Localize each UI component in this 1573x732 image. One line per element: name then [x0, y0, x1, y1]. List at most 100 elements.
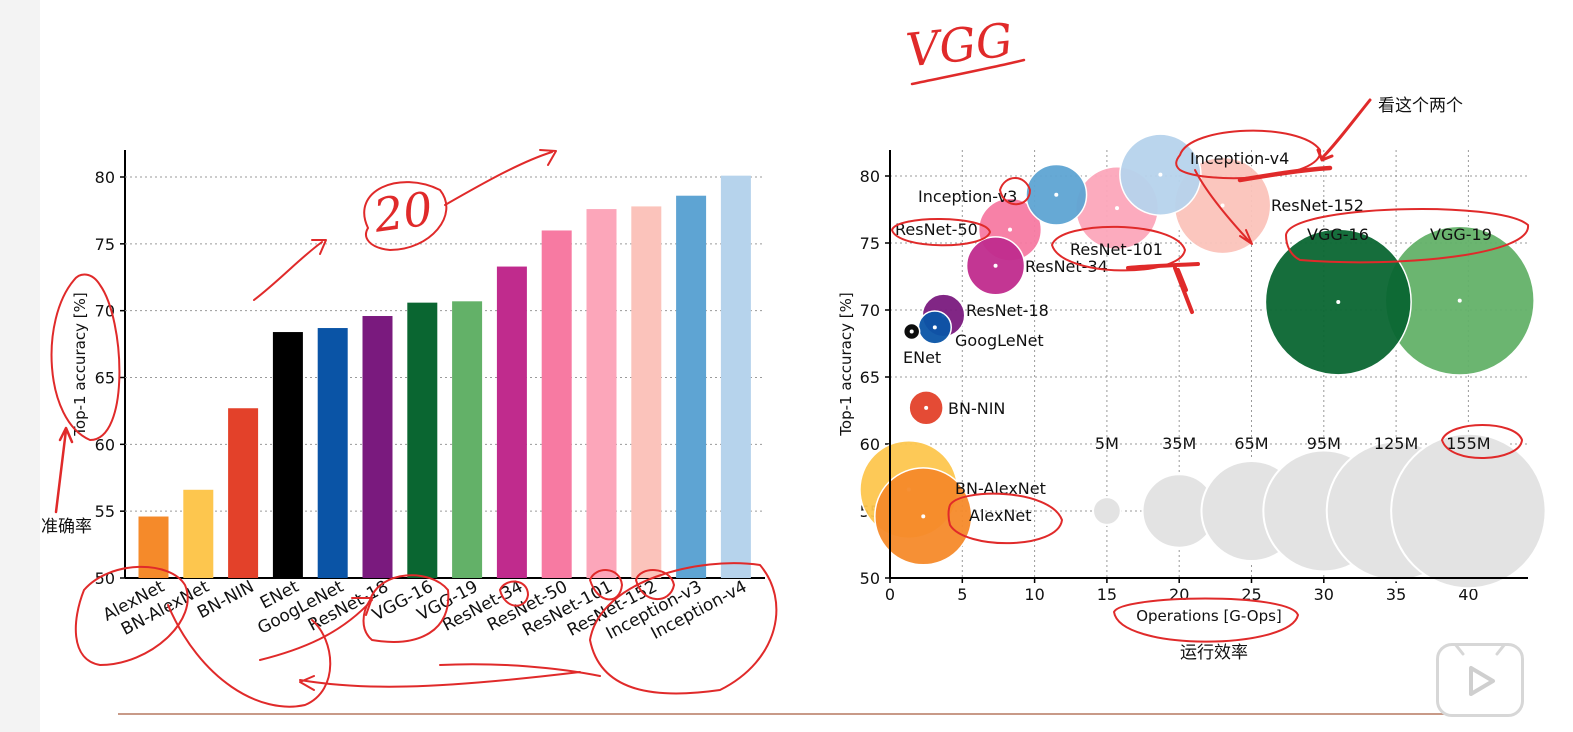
- annotation-ink-stroke: [1237, 165, 1333, 183]
- bubble-y-tick-label: 70: [860, 301, 880, 320]
- annotation-ink-stroke: [947, 492, 1063, 545]
- bubble-x-tick-label: 0: [885, 585, 895, 604]
- annotation-ink-stroke: [167, 604, 332, 708]
- twenty-handwritten-note: 20: [370, 181, 437, 243]
- annotation-ink-stroke: [363, 181, 448, 251]
- bubble-label-resnet-50: ResNet-50: [895, 220, 978, 239]
- bar-resnet-152: [631, 206, 662, 578]
- size-legend-label: 155M: [1446, 434, 1490, 453]
- annotation-ink-stroke: [910, 58, 1026, 86]
- bubble-center-dot: [1115, 206, 1120, 211]
- slide-divider-line: [118, 713, 1503, 715]
- bubble-label-resnet-101: ResNet-101: [1070, 240, 1163, 259]
- bubble-label-resnet-34: ResNet-34: [1025, 257, 1108, 276]
- annotation-ink-stroke: [1194, 169, 1253, 245]
- annotation-ink-stroke: [1051, 225, 1186, 272]
- bubble-y-tick-label: 65: [860, 368, 880, 387]
- bubble-label-bn-nin: BN-NIN: [948, 399, 1005, 418]
- bubble-center-dot: [1158, 172, 1163, 177]
- bubble-label-enet: ENet: [903, 348, 941, 367]
- bubble-x-tick-label: 30: [1314, 585, 1334, 604]
- bubble-label-bn-alexnet: BN-AlexNet: [955, 479, 1046, 498]
- bubble-label-inception-v3: Inception-v3: [918, 187, 1017, 206]
- bubble-center-dot: [1008, 227, 1013, 232]
- bar-y-tick-label: 50: [95, 569, 115, 588]
- bubble-label-vgg-16: VGG-16: [1307, 225, 1369, 244]
- bubble-x-tick-label: 5: [957, 585, 967, 604]
- bar-resnet-101: [586, 209, 617, 578]
- bar-y-axis-label: Top-1 accuracy [%]: [71, 292, 89, 436]
- bubble-x-tick-label: 10: [1024, 585, 1044, 604]
- bubble-label-googlenet: GoogLeNet: [955, 331, 1044, 350]
- annotation-ink-stroke: [1126, 262, 1200, 270]
- bar-y-tick-label: 65: [95, 369, 115, 388]
- bubble-y-axis-label: Top-1 accuracy [%]: [837, 292, 855, 436]
- annotation-ink-stroke: [439, 663, 601, 677]
- annotation-ink-stroke: [589, 562, 778, 695]
- annotation-ink-stroke: [589, 569, 623, 601]
- size-legend-label: 125M: [1374, 434, 1418, 453]
- bar-googlenet: [317, 328, 348, 578]
- bar-inception-v3: [676, 195, 707, 579]
- size-legend-bubble-5m: [1092, 496, 1122, 526]
- annotation-ink-stroke: [891, 218, 991, 247]
- bubble-y-tick-label: 60: [860, 435, 880, 454]
- bubble-x-tick-label: 20: [1169, 585, 1189, 604]
- bubble-center-dot: [932, 325, 937, 330]
- bubble-label-inception-v4: Inception-v4: [1190, 149, 1289, 168]
- bubble-center-dot: [924, 405, 929, 410]
- bubble-center-dot: [993, 263, 998, 268]
- bar-resnet-34: [496, 266, 527, 578]
- bar-alexnet: [138, 516, 169, 578]
- bubble-label-resnet-18: ResNet-18: [966, 301, 1049, 320]
- bar-y-tick-label: 80: [95, 168, 115, 187]
- bubble-y-tick-label: 75: [860, 234, 880, 253]
- size-legend-label: 65M: [1234, 434, 1268, 453]
- annotation-ink-stroke: [999, 177, 1031, 206]
- bubble-center-dot: [1336, 299, 1341, 304]
- bar-inception-v4: [720, 175, 751, 578]
- annotation-ink-stroke: [1316, 98, 1372, 162]
- bubble-x-tick-label: 15: [1097, 585, 1117, 604]
- bubble-label-resnet-152: ResNet-152: [1271, 196, 1364, 215]
- bar-bn-alexnet: [183, 489, 214, 578]
- annotation-ink-stroke: [635, 569, 675, 601]
- bubble-center-dot: [921, 514, 926, 519]
- bar-resnet-50: [541, 230, 572, 578]
- size-legend-label: 35M: [1162, 434, 1196, 453]
- bubble-center-dot: [909, 329, 914, 334]
- size-legend-label: 5M: [1095, 434, 1119, 453]
- bar-bn-nin: [228, 408, 259, 578]
- annotation-ink-stroke: [1441, 424, 1523, 459]
- bubble-center-dot: [1220, 203, 1225, 208]
- annotation-ink-stroke: [499, 580, 529, 607]
- look-at-these-two-note: 看这个两个: [1378, 96, 1463, 116]
- annotation-ink-stroke: [1285, 208, 1530, 264]
- bar-vgg-19: [452, 301, 483, 578]
- play-button[interactable]: [1436, 643, 1524, 717]
- annotation-ink-stroke: [54, 426, 74, 514]
- accuracy-cn-note: 准确率: [41, 517, 92, 537]
- size-legend-label: 95M: [1307, 434, 1341, 453]
- bubble-label-alexnet: AlexNet: [969, 506, 1032, 525]
- bar-resnet-18: [362, 316, 393, 578]
- annotation-ink-stroke: [50, 273, 121, 441]
- bar-enet: [272, 332, 303, 578]
- bubble-center-dot: [1054, 192, 1059, 197]
- bubble-x-tick-label: 35: [1386, 585, 1406, 604]
- annotation-ink-stroke: [259, 597, 373, 661]
- annotation-ink-stroke: [299, 671, 581, 691]
- size-legend-bubble-155m: [1390, 432, 1547, 590]
- bubble-y-tick-label: 80: [860, 167, 880, 186]
- vgg-handwritten-note: VGG: [903, 12, 1016, 78]
- efficiency-cn-note: 运行效率: [1180, 643, 1248, 663]
- bubble-label-vgg-19: VGG-19: [1430, 225, 1492, 244]
- annotation-ink-stroke: [1113, 597, 1299, 643]
- bar-y-tick-label: 55: [95, 502, 115, 521]
- handwritten-annotations: [50, 58, 1530, 708]
- bubble-x-tick-label: 40: [1458, 585, 1478, 604]
- annotation-ink-stroke: [74, 565, 189, 666]
- annotation-ink-stroke: [253, 239, 327, 301]
